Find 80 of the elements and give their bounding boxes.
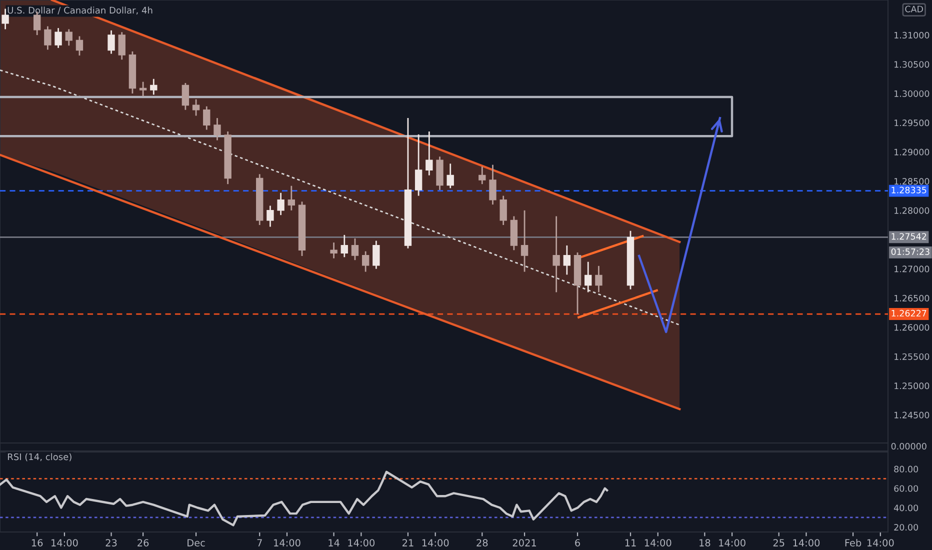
candlestick [446,162,454,189]
candlestick [330,242,338,260]
candlestick [362,250,370,272]
x-tick-label: 26 [138,539,149,546]
candlestick [139,81,147,98]
y-tick-label: 60.00 [894,485,918,492]
y-tick-label: 1.31000 [894,32,930,39]
candlestick [500,195,507,226]
y-tick-label: 1.30000 [894,90,930,97]
y-tick-label: 1.25500 [894,353,930,360]
candlestick [54,27,62,49]
candlestick [214,117,221,141]
x-tick-label: 25 [773,539,784,546]
chart-title: RSI (14, close) [8,453,72,462]
x-tick-label: 14:00 [793,539,820,546]
x-tick-label: 11 [625,539,636,546]
candlestick [277,192,284,216]
x-tick-label: 18 [700,539,710,546]
ref-line-label: 1.28335 [892,186,926,194]
y-tick-label: 1.24500 [894,412,930,418]
candlestick [182,82,190,111]
x-tick-label: 28 [476,539,488,546]
x-tick-label: 14 [328,539,340,546]
candlestick [520,210,528,272]
y-tick-label: 1.29000 [894,148,930,156]
ref-line-label: 1.26227 [892,310,926,317]
x-tick-label: Dec [188,539,205,546]
candlestick [563,244,571,276]
candlestick [118,31,126,60]
y-tick-label: 1.30500 [894,61,930,68]
candlestick [2,8,9,30]
text: U.S. Dollar / Canadian Dollar, 4h [8,6,152,15]
candlestick [552,216,560,293]
x-tick-label: 14:00 [274,539,300,546]
text: 0.00000 [891,442,926,450]
x-tick-label: 6 [575,539,580,546]
y-tick-label: 1.27000 [894,266,930,272]
y-tick-label: 1.28500 [894,178,930,185]
y-tick-label: 80.00 [894,466,918,472]
candlestick [414,134,422,196]
y-tick-label: 1.26500 [894,294,930,302]
candlestick [426,130,433,176]
candlestick [108,30,115,54]
x-tick-label: 7 [257,539,262,546]
candlestick [595,265,602,293]
candlestick [372,240,380,270]
candlestick [351,238,359,261]
candlestick [150,78,158,96]
candlestick [65,28,72,46]
x-tick-label: 16 [32,539,43,546]
x-tick-label: 21 [402,539,414,546]
candlestick [76,36,84,56]
candlestick [489,164,496,206]
x-tick-label: 14:00 [867,539,894,546]
y-tick-label: 1.29500 [894,120,930,126]
candlestick [203,106,210,130]
text: CAD [905,6,923,12]
x-tick-label: 14:00 [348,539,375,546]
y-tick-label: 40.00 [894,504,918,512]
x-tick-label: 14:00 [52,539,78,546]
candlestick [288,185,296,212]
x-tick-label: 14:00 [644,539,672,546]
x-tick-label: 14:00 [422,539,449,546]
candlestick [192,98,200,116]
line-series [0,470,608,526]
ref-line-label: 1.27542 [892,233,926,240]
x-tick-label: 14:00 [719,539,746,546]
y-tick-label: 20.00 [894,524,918,531]
candlestick [478,166,486,185]
x-tick-label: 23 [106,539,117,546]
x-tick-label: Feb [845,538,862,546]
candlestick [44,26,52,50]
y-tick-label: 1.26000 [894,324,930,331]
text: 01:57:23 [891,248,930,255]
candlestick [266,205,274,228]
candlestick [584,261,592,293]
candlestick [340,234,348,258]
y-tick-label: 1.25000 [894,382,930,390]
x-tick-label: 2021 [512,539,536,546]
y-tick-label: 1.28000 [894,207,930,214]
